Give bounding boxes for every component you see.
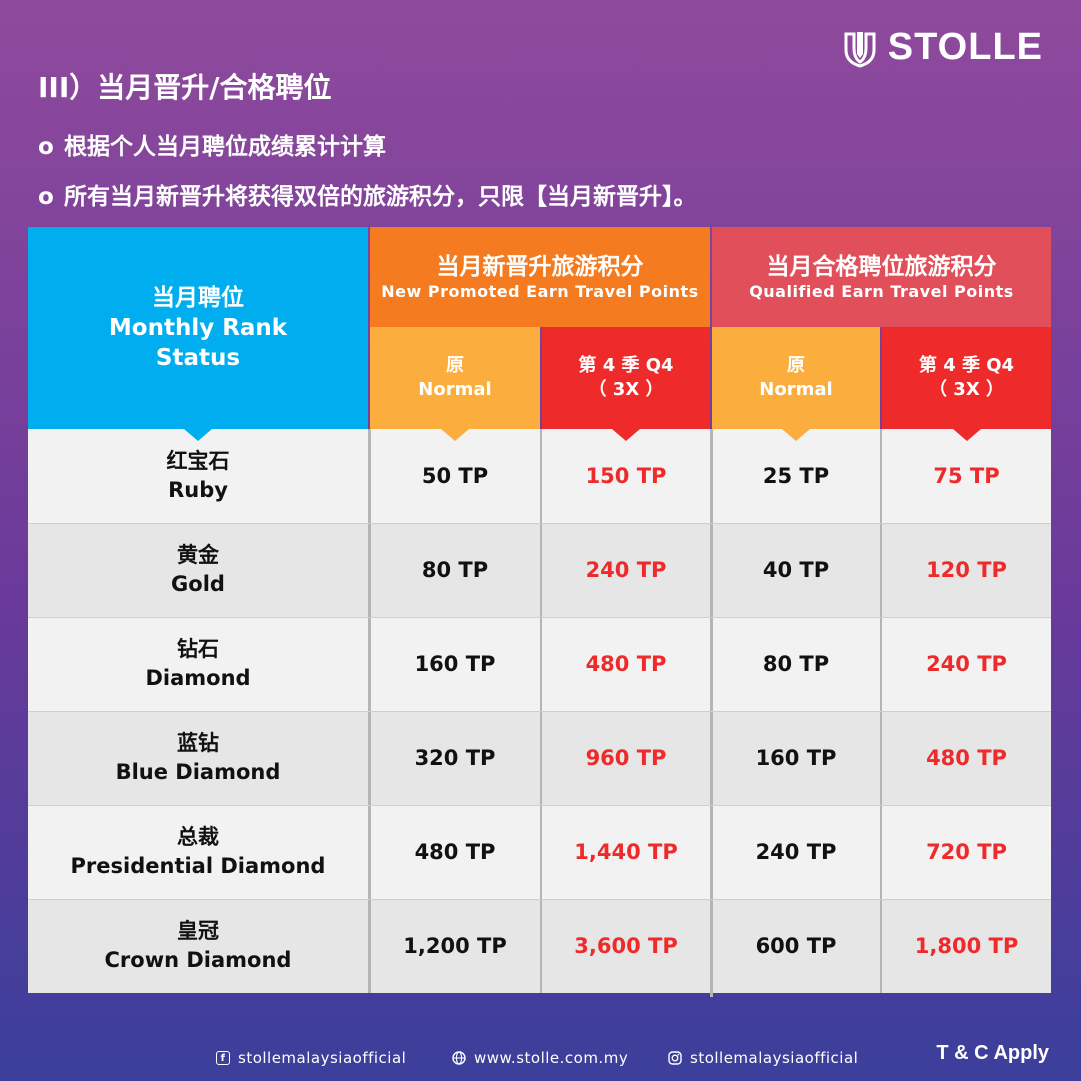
rank-name-en: Presidential Diamond (70, 854, 326, 878)
qualified-q4-value: 120 TP (926, 558, 1007, 582)
rank-name-en: Diamond (145, 666, 251, 690)
sub-header-cn: 第 4 季 Q4 (918, 355, 1015, 376)
sub-header-cn: 第 4 季 Q4 (578, 355, 674, 376)
rank-name-cn: 钻石 (177, 637, 219, 661)
brand-name: STOLLE (887, 26, 1043, 68)
rank-name-en: Ruby (168, 478, 228, 502)
group-header-en: Qualified Earn Travel Points (749, 282, 1014, 301)
new-q4-value: 3,600 TP (574, 934, 678, 958)
new-normal-value: 1,200 TP (403, 934, 507, 958)
rank-name-cn: 蓝钻 (177, 731, 219, 755)
new-q4-value: 960 TP (585, 746, 667, 770)
qualified-normal-value: 25 TP (762, 464, 830, 488)
rank-cell: 皇冠 Crown Diamond (28, 899, 368, 993)
header-notch (612, 429, 640, 441)
new-q4-value: 480 TP (585, 652, 667, 676)
header-notch (782, 429, 810, 441)
rank-name-cn: 红宝石 (166, 449, 230, 473)
qualified-q4-value: 720 TP (926, 840, 1007, 864)
rank-name-en: Gold (171, 572, 225, 596)
qualified-q4-value: 480 TP (926, 746, 1007, 770)
qualified-q4-value: 75 TP (933, 464, 1000, 488)
terms-apply-text: T & C Apply (936, 1042, 1049, 1064)
header-notch (952, 429, 981, 441)
website-url: www.stolle.com.my (474, 1049, 629, 1067)
qualified-normal-header: 原 Normal (712, 327, 880, 441)
qualified-q4-header: 第 4 季 Q4 （ 3X ） (882, 327, 1051, 441)
facebook-link[interactable]: f stollemalaysiaofficial (216, 1049, 406, 1067)
header-notch (184, 429, 212, 441)
qualified-q4-value: 1,800 TP (914, 934, 1019, 958)
bullet-text: 所有当月新晋升将获得双倍的旅游积分，只限【当月新晋升】。 (64, 184, 697, 210)
bullet-marker: o (38, 184, 54, 210)
rank-name-cn: 黄金 (177, 543, 219, 567)
qualified-normal-value: 600 TP (755, 934, 837, 958)
qualified-normal-value: 240 TP (755, 840, 837, 864)
facebook-handle: stollemalaysiaofficial (238, 1049, 407, 1067)
rank-cell: 总裁 Presidential Diamond (28, 805, 368, 899)
qualified-normal-value: 40 TP (762, 558, 830, 582)
row-divider (28, 523, 1051, 524)
sub-header-en: Normal (418, 379, 492, 400)
bullet-item: o 所有当月新晋升将获得双倍的旅游积分，只限【当月新晋升】。 (38, 172, 697, 222)
group-header-cn: 当月合格聘位旅游积分 (766, 254, 997, 280)
sub-header-cn: 原 (446, 355, 464, 376)
website-link[interactable]: www.stolle.com.my (452, 1049, 628, 1067)
sub-header-cn: 原 (787, 355, 805, 376)
qualified-group-header: 当月合格聘位旅游积分 Qualified Earn Travel Points (712, 227, 1051, 327)
new-promoted-group-header: 当月新晋升旅游积分 New Promoted Earn Travel Point… (370, 227, 710, 327)
bullet-marker: o (38, 134, 54, 160)
rank-name-en: Crown Diamond (104, 948, 292, 972)
travel-points-table: 当月聘位 Monthly Rank Status 当月新晋升旅游积分 New P… (28, 227, 1051, 997)
rank-status-header: 当月聘位 Monthly Rank Status (28, 227, 368, 441)
rank-header-en-2: Status (155, 345, 241, 371)
bullet-text: 根据个人当月聘位成绩累计计算 (64, 134, 386, 160)
new-normal-value: 50 TP (421, 464, 489, 488)
globe-icon (452, 1051, 466, 1065)
instagram-link[interactable]: stollemalaysiaofficial (668, 1049, 858, 1067)
bullet-item: o 根据个人当月聘位成绩累计计算 (38, 122, 697, 172)
rank-header-cn: 当月聘位 (152, 285, 244, 311)
new-normal-value: 160 TP (414, 652, 496, 676)
sub-header-en: Normal (759, 379, 833, 400)
rank-name-en: Blue Diamond (115, 760, 281, 784)
facebook-icon: f (216, 1051, 230, 1065)
rank-name-cn: 皇冠 (177, 919, 219, 943)
instagram-handle: stollemalaysiaofficial (690, 1049, 859, 1067)
new-q4-value: 240 TP (585, 558, 667, 582)
rank-cell: 蓝钻 Blue Diamond (28, 711, 368, 805)
brand-logo: STOLLE (840, 26, 1043, 69)
header-notch (441, 429, 469, 441)
new-normal-value: 80 TP (421, 558, 489, 582)
row-divider (28, 711, 1051, 712)
qualified-q4-value: 240 TP (926, 652, 1007, 676)
group-header-cn: 当月新晋升旅游积分 (436, 254, 644, 280)
stolle-logo-icon (844, 31, 876, 68)
rank-cell: 钻石 Diamond (28, 617, 368, 711)
qualified-normal-value: 160 TP (755, 746, 837, 770)
sub-header-en: （ 3X ） (929, 379, 1004, 400)
footer: f stollemalaysiaofficial www.stolle.com.… (0, 1045, 1081, 1075)
qualified-normal-value: 80 TP (762, 652, 830, 676)
new-normal-header: 原 Normal (370, 327, 540, 441)
new-normal-value: 320 TP (414, 746, 496, 770)
column-divider (710, 429, 713, 997)
bullet-list: o 根据个人当月聘位成绩累计计算 o 所有当月新晋升将获得双倍的旅游积分，只限【… (38, 122, 697, 222)
group-header-en: New Promoted Earn Travel Points (381, 282, 699, 301)
new-normal-value: 480 TP (414, 840, 496, 864)
row-divider (28, 617, 1051, 618)
rank-name-cn: 总裁 (177, 825, 219, 849)
rank-cell: 黄金 Gold (28, 523, 368, 617)
sub-header-en: （ 3X ） (588, 379, 664, 400)
row-divider (28, 805, 1051, 806)
new-q4-value: 150 TP (585, 464, 667, 488)
row-divider (28, 899, 1051, 900)
new-q4-header: 第 4 季 Q4 （ 3X ） (542, 327, 710, 441)
instagram-icon (668, 1051, 682, 1065)
rank-header-en-1: Monthly Rank (108, 315, 288, 341)
rank-cell: 红宝石 Ruby (28, 429, 368, 523)
section-title: III）当月晋升/合格聘位 (38, 71, 332, 104)
new-q4-value: 1,440 TP (574, 840, 678, 864)
